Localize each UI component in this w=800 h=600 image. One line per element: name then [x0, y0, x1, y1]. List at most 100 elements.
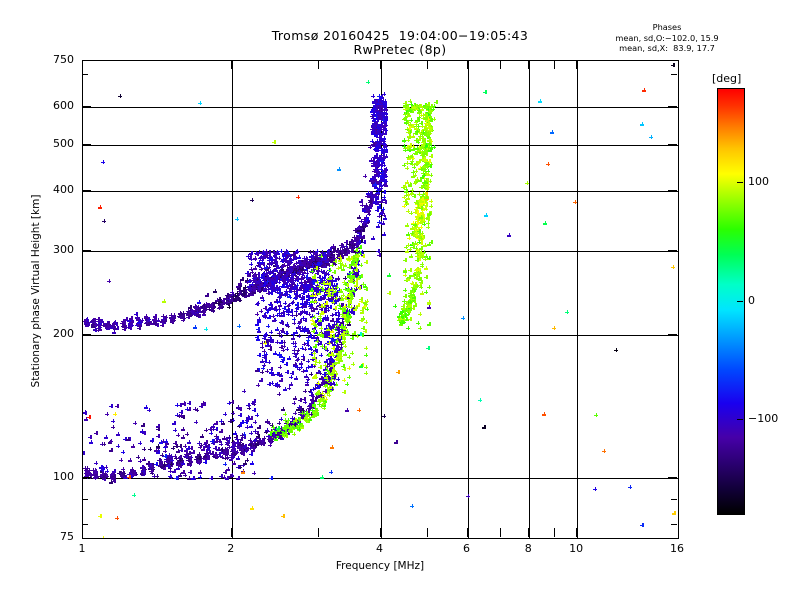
- data-point: [255, 334, 260, 339]
- data-point: [203, 441, 207, 446]
- data-point: [320, 296, 325, 301]
- data-point: [356, 407, 361, 412]
- data-point: [175, 449, 180, 454]
- data-point: [180, 317, 185, 322]
- data-point: [401, 316, 406, 321]
- data-point: [227, 400, 232, 405]
- data-point: [427, 109, 432, 114]
- data-point: [276, 391, 281, 396]
- data-point: [317, 275, 322, 280]
- y-tick: [82, 477, 91, 478]
- data-point: [249, 290, 254, 295]
- data-point: [312, 323, 317, 328]
- data-point: [427, 159, 432, 164]
- data-point: [377, 99, 382, 104]
- data-point: [408, 122, 413, 127]
- data-point: [355, 226, 360, 231]
- x-tick: [576, 60, 577, 69]
- data-point: [115, 432, 120, 437]
- data-point: [112, 411, 117, 416]
- data-point: [407, 274, 412, 279]
- data-point: [94, 431, 99, 436]
- data-point: [397, 316, 402, 321]
- data-point: [236, 476, 241, 481]
- data-point: [405, 326, 410, 331]
- data-point: [155, 473, 160, 478]
- data-point: [122, 326, 127, 331]
- data-point: [148, 320, 153, 325]
- data-point: [292, 341, 297, 346]
- data-point: [465, 493, 470, 498]
- data-point: [374, 113, 379, 118]
- data-point: [346, 354, 351, 359]
- data-point: [252, 256, 257, 261]
- data-point: [427, 212, 432, 217]
- data-point: [239, 437, 244, 442]
- data-point: [272, 140, 277, 145]
- data-point: [272, 318, 277, 323]
- data-point: [281, 513, 286, 518]
- data-point: [346, 365, 351, 370]
- data-point: [231, 461, 236, 466]
- data-point: [410, 143, 415, 148]
- data-point: [279, 344, 284, 349]
- data-point: [334, 322, 339, 327]
- data-point: [305, 377, 310, 382]
- data-point: [147, 408, 152, 413]
- data-point: [342, 263, 347, 268]
- x-tick: [231, 528, 232, 537]
- data-point: [283, 248, 288, 253]
- data-point: [422, 138, 427, 143]
- data-point: [420, 131, 425, 136]
- data-point: [200, 434, 205, 439]
- data-point: [278, 354, 283, 359]
- data-point: [268, 370, 273, 375]
- data-point: [167, 473, 172, 478]
- data-point: [260, 255, 265, 260]
- data-point: [423, 290, 428, 295]
- data-point: [417, 326, 422, 331]
- x-tick-label: 1: [78, 542, 86, 555]
- data-point: [378, 182, 383, 187]
- data-point: [257, 285, 262, 290]
- data-point: [413, 303, 418, 308]
- data-point: [324, 257, 329, 262]
- data-point: [110, 323, 115, 328]
- data-point: [378, 115, 383, 120]
- data-point: [212, 289, 217, 294]
- data-point: [104, 324, 109, 329]
- phase-stats-block: Phases mean, sd,O:−102.0, 15.9 mean, sd,…: [572, 22, 762, 54]
- data-point: [415, 161, 420, 166]
- data-point: [412, 173, 417, 178]
- data-point: [274, 382, 279, 387]
- data-point: [416, 205, 421, 210]
- data-point: [238, 464, 243, 469]
- data-point: [355, 302, 360, 307]
- data-point: [237, 297, 242, 302]
- data-point: [253, 437, 258, 442]
- data-point: [421, 164, 426, 169]
- data-point: [401, 194, 406, 199]
- data-point: [240, 432, 245, 437]
- data-point: [155, 318, 160, 323]
- data-point: [424, 274, 429, 279]
- data-point: [317, 318, 322, 323]
- data-point: [305, 358, 310, 363]
- data-point: [329, 352, 334, 357]
- data-point: [366, 191, 371, 196]
- data-point: [224, 300, 229, 305]
- data-point: [417, 148, 422, 153]
- data-point: [324, 301, 329, 306]
- data-point: [524, 181, 529, 186]
- data-point: [314, 266, 319, 271]
- data-point: [277, 365, 282, 370]
- data-point: [234, 291, 239, 296]
- data-point: [406, 232, 410, 237]
- data-point: [363, 302, 368, 307]
- plot-area[interactable]: [82, 60, 679, 539]
- data-point: [360, 307, 365, 312]
- data-point: [407, 113, 412, 118]
- data-point: [403, 293, 408, 298]
- data-point: [204, 326, 209, 331]
- data-point: [271, 278, 276, 283]
